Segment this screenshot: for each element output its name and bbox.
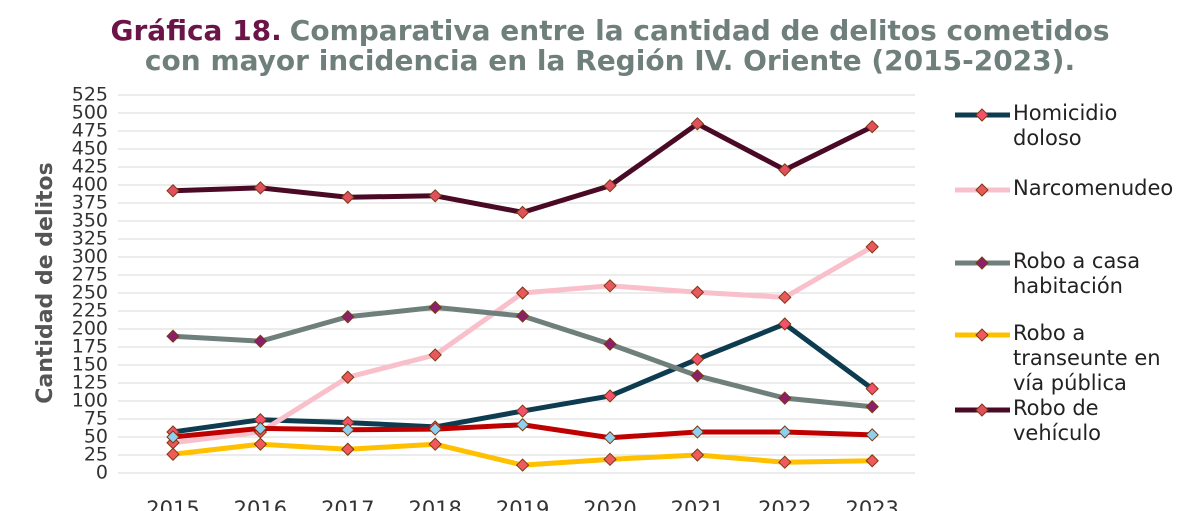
legend-marker xyxy=(975,328,989,342)
data-point xyxy=(865,382,879,396)
data-point xyxy=(515,404,530,418)
data-point xyxy=(778,290,792,305)
legend-marker xyxy=(975,403,989,417)
data-point xyxy=(341,442,355,456)
legend-label: Homicidio doloso xyxy=(1013,101,1118,150)
legend-marker xyxy=(975,183,989,197)
x-tick-label: 2017 xyxy=(321,497,374,511)
x-tick-label: 2022 xyxy=(758,497,811,511)
data-point xyxy=(428,437,442,451)
data-point xyxy=(341,370,355,384)
data-point xyxy=(253,334,268,348)
data-point xyxy=(515,205,530,220)
y-tick-label: 175 xyxy=(72,336,108,358)
legend-label: Robo a casa habitación xyxy=(1013,249,1141,298)
data-point xyxy=(515,286,530,300)
x-tick-label: 2023 xyxy=(845,497,898,511)
data-point xyxy=(166,329,180,343)
data-point xyxy=(515,458,530,472)
title-label: Gráfica 18. xyxy=(111,14,282,47)
y-tick-label: 275 xyxy=(72,264,108,286)
data-point xyxy=(690,369,705,383)
data-point xyxy=(778,391,792,405)
legend-marker xyxy=(975,108,989,122)
data-point xyxy=(603,452,617,467)
data-point xyxy=(603,337,617,351)
y-tick-label: 25 xyxy=(84,444,108,466)
data-point xyxy=(690,117,705,131)
data-point xyxy=(166,430,180,444)
data-point xyxy=(865,428,879,442)
data-point xyxy=(341,190,355,204)
legend-label: Robo a transeunte en vía pública xyxy=(1013,321,1161,395)
data-point xyxy=(865,454,879,468)
data-point xyxy=(690,285,705,299)
x-tick-label: 2015 xyxy=(146,497,199,511)
data-point xyxy=(428,348,442,362)
data-point xyxy=(341,423,355,437)
data-point xyxy=(253,437,268,451)
y-tick-label: 250 xyxy=(72,282,108,304)
y-tick-label: 525 xyxy=(72,84,108,106)
x-tick-label: 2016 xyxy=(234,497,287,511)
legend-label: Narcomenudeo xyxy=(1013,176,1174,200)
data-point xyxy=(428,300,442,315)
x-tick-label: 2019 xyxy=(496,497,549,511)
y-tick-label: 325 xyxy=(72,228,108,250)
data-point xyxy=(253,181,268,195)
data-point xyxy=(166,184,180,198)
data-point xyxy=(428,189,442,203)
y-tick-label: 50 xyxy=(84,426,108,448)
y-tick-label: 400 xyxy=(72,174,108,196)
chart-title: con mayor incidencia en la Región IV. Or… xyxy=(145,44,1075,77)
y-tick-label: 75 xyxy=(84,408,108,430)
data-point xyxy=(690,425,705,439)
x-tick-label: 2021 xyxy=(671,497,724,511)
y-tick-label: 150 xyxy=(72,354,108,376)
data-point xyxy=(778,163,792,177)
data-point xyxy=(690,352,705,366)
chart-title: Gráfica 18. Comparativa entre la cantidad… xyxy=(111,14,1110,47)
y-tick-label: 475 xyxy=(72,120,108,142)
series-line xyxy=(172,121,874,215)
y-axis-title: Cantidad de delitos xyxy=(33,162,58,404)
data-point xyxy=(865,400,879,414)
data-point xyxy=(778,425,792,439)
y-tick-label: 0 xyxy=(96,462,108,484)
y-tick-label: 125 xyxy=(72,372,108,394)
y-tick-label: 100 xyxy=(72,390,108,412)
data-point xyxy=(166,447,180,461)
y-tick-label: 450 xyxy=(72,138,108,160)
data-point xyxy=(778,455,792,469)
y-tick-label: 500 xyxy=(72,102,108,124)
data-point xyxy=(778,317,792,331)
data-point xyxy=(603,389,617,403)
y-tick-label: 300 xyxy=(72,246,108,268)
legend-label: Robo de vehículo xyxy=(1013,396,1102,445)
data-point xyxy=(603,179,617,193)
y-tick-label: 350 xyxy=(72,210,108,232)
x-tick-label: 2020 xyxy=(583,497,636,511)
data-point xyxy=(865,240,879,254)
data-point xyxy=(603,279,617,293)
data-point xyxy=(690,448,705,462)
data-point xyxy=(341,310,355,324)
data-point xyxy=(428,422,442,436)
x-tick-label: 2018 xyxy=(408,497,461,511)
data-point xyxy=(515,309,530,323)
data-point xyxy=(865,119,879,134)
y-tick-label: 225 xyxy=(72,300,108,322)
y-tick-label: 375 xyxy=(72,192,108,214)
title-line: Comparativa entre la cantidad de delitos… xyxy=(290,14,1110,47)
y-tick-label: 200 xyxy=(72,318,108,340)
legend-marker xyxy=(975,256,989,270)
data-point xyxy=(515,418,530,432)
data-point xyxy=(253,421,268,436)
y-tick-label: 425 xyxy=(72,156,108,178)
data-point xyxy=(603,431,617,445)
